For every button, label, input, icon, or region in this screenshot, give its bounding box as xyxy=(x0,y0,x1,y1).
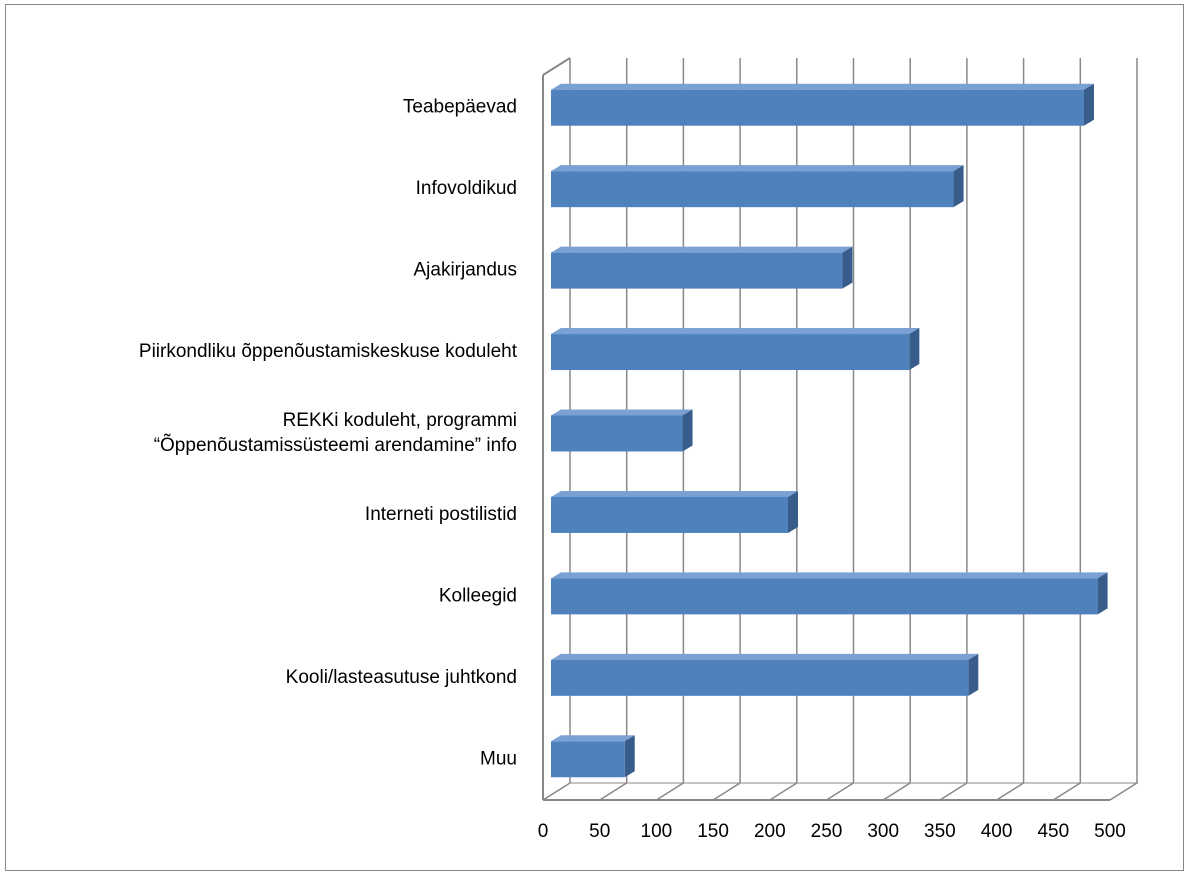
x-tick-label: 100 xyxy=(641,821,673,842)
x-tick-label: 150 xyxy=(697,821,729,842)
bar-top xyxy=(551,83,1094,90)
bar xyxy=(551,496,789,533)
bar-side xyxy=(842,246,853,289)
bar-top xyxy=(551,735,635,742)
floor-grid-line xyxy=(939,782,968,801)
bar xyxy=(551,252,843,289)
y-tick-label: Kolleegid xyxy=(439,585,517,606)
bar-side xyxy=(682,409,693,452)
y-tick-label: REKKi koduleht, programmi “Õppenõustamiss… xyxy=(154,410,517,456)
x-tick-label: 350 xyxy=(924,821,956,842)
floor-grid-line xyxy=(996,782,1024,801)
bar-top xyxy=(551,653,979,660)
floor-grid-line xyxy=(542,782,571,801)
bar-side xyxy=(1083,83,1094,126)
x-tick-label: 200 xyxy=(754,821,786,842)
x-tick-label: 450 xyxy=(1037,821,1069,842)
x-tick-label: 50 xyxy=(589,821,610,842)
floor-grid-line xyxy=(656,782,684,801)
y-tick-label: Teabepäevad xyxy=(403,97,517,118)
bar-side xyxy=(968,653,979,696)
bar xyxy=(551,659,969,696)
bar xyxy=(551,415,683,452)
floor-grid-line xyxy=(599,782,628,801)
bar-side xyxy=(788,490,799,533)
x-tick-label: 400 xyxy=(981,821,1013,842)
bar-top xyxy=(551,409,693,416)
x-tick-label: 500 xyxy=(1094,821,1126,842)
bar xyxy=(551,334,910,371)
floor-grid-line xyxy=(712,782,741,801)
floor-grid-line xyxy=(1052,782,1081,801)
bar-top xyxy=(551,490,799,497)
left-wall-top xyxy=(542,57,571,76)
y-tick-label: Kooli/lasteasutuse juhtkond xyxy=(286,667,517,688)
bar-top xyxy=(551,572,1108,579)
bar-side xyxy=(909,328,920,371)
bar xyxy=(551,741,625,778)
bar-side xyxy=(624,735,635,778)
bar-top xyxy=(551,328,920,335)
floor-grid-line xyxy=(769,782,798,801)
floor-grid-line xyxy=(1109,782,1138,801)
floor-grid-line xyxy=(882,782,911,801)
x-tick-label: 0 xyxy=(538,821,549,842)
y-tick-label: Ajakirjandus xyxy=(414,260,518,281)
bar xyxy=(551,89,1084,126)
floor-grid-line xyxy=(826,782,854,801)
y-tick-label: Muu xyxy=(480,748,517,769)
y-tick-label: Piirkondliku õppenõustamiskeskuse kodule… xyxy=(139,341,518,362)
x-tick-label: 300 xyxy=(867,821,899,842)
bar-top xyxy=(551,165,964,172)
bar-side xyxy=(953,165,964,208)
y-tick-label: Interneti postilistid xyxy=(365,504,517,525)
y-tick-label: Infovoldikud xyxy=(416,178,517,199)
x-tick-label: 250 xyxy=(811,821,843,842)
bar-top xyxy=(551,246,853,253)
bar xyxy=(551,578,1098,615)
bar xyxy=(551,171,954,208)
bar-side xyxy=(1097,572,1108,615)
